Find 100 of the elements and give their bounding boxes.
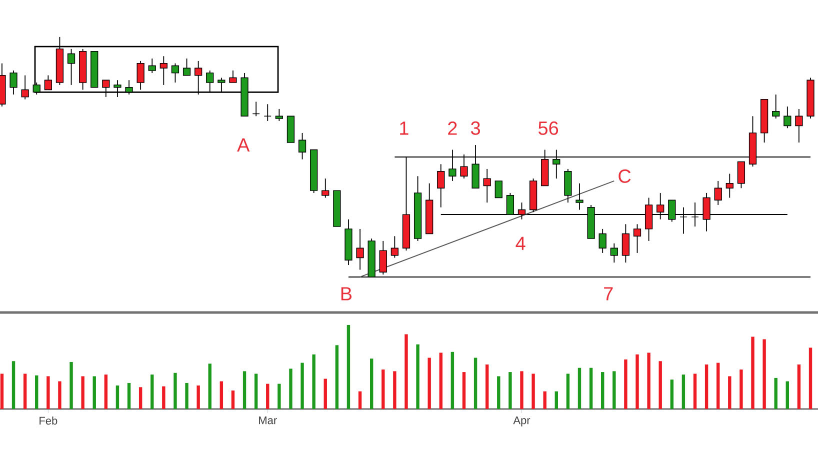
bar	[358, 391, 362, 409]
bar	[46, 376, 50, 409]
candlestick	[21, 74, 29, 100]
bar	[624, 359, 628, 409]
candlestick	[795, 108, 803, 144]
bar	[0, 374, 4, 409]
candlestick	[483, 168, 491, 204]
bar	[808, 348, 812, 409]
candlestick	[564, 168, 572, 204]
bar	[797, 364, 801, 409]
bar	[636, 354, 639, 409]
bar	[589, 368, 593, 409]
candlestick	[726, 173, 734, 198]
bar	[450, 352, 454, 409]
bar	[23, 374, 27, 409]
bar	[92, 376, 96, 409]
bar	[346, 325, 350, 409]
bar	[324, 378, 327, 409]
bar	[751, 336, 754, 409]
bar	[728, 376, 732, 409]
bar	[127, 382, 131, 409]
bar	[762, 339, 766, 409]
bar	[242, 371, 246, 409]
candlestick	[379, 240, 387, 276]
candlestick	[67, 48, 76, 86]
bar	[150, 374, 154, 409]
candlestick	[437, 164, 445, 208]
bar	[508, 372, 512, 409]
candlestick	[622, 224, 630, 264]
bar	[566, 374, 570, 409]
candlestick	[160, 56, 168, 86]
bar	[35, 375, 38, 409]
candlestick	[737, 161, 746, 189]
candlestick	[275, 108, 283, 122]
bar	[600, 372, 604, 409]
bar	[254, 374, 258, 409]
candlestick	[494, 180, 502, 198]
bar	[116, 385, 120, 409]
bar	[578, 368, 582, 409]
bar	[266, 384, 270, 409]
bar	[231, 390, 235, 409]
bar	[462, 372, 466, 409]
x-tick-label: Feb	[40, 416, 58, 425]
candlestick	[298, 132, 306, 160]
bar	[439, 352, 442, 409]
bar	[554, 391, 558, 409]
annotation: 56	[538, 121, 558, 135]
bar	[289, 368, 292, 409]
bar	[693, 374, 697, 409]
bar	[474, 358, 478, 409]
bar	[104, 374, 108, 409]
bar	[704, 364, 708, 409]
candlestick	[44, 74, 52, 90]
bar	[716, 362, 720, 409]
annotation: A	[237, 138, 250, 152]
candlestick	[576, 182, 584, 210]
bar	[382, 370, 385, 409]
bar	[312, 354, 316, 409]
candlestick	[610, 242, 618, 264]
bar	[174, 372, 177, 409]
bar	[774, 378, 778, 409]
candlestick	[182, 58, 191, 76]
bar	[393, 371, 396, 409]
bar	[138, 387, 142, 409]
candlestick	[772, 94, 780, 120]
bar	[196, 385, 200, 409]
bar	[335, 345, 339, 409]
bar	[658, 361, 662, 409]
bar	[12, 361, 16, 409]
x-tick-label: Apr	[513, 416, 530, 426]
candlestick	[356, 228, 364, 270]
bar	[208, 364, 212, 409]
x-tick-label: Mar	[259, 416, 277, 424]
bar	[497, 376, 500, 409]
candlestick	[264, 104, 272, 122]
candlestick	[322, 178, 330, 198]
bar	[81, 376, 84, 409]
bar	[416, 344, 420, 409]
bar	[428, 358, 431, 409]
bar	[300, 362, 304, 409]
bar	[682, 374, 686, 409]
bar	[58, 381, 62, 409]
bar	[520, 371, 524, 409]
bar	[740, 370, 743, 409]
bar	[278, 384, 281, 409]
bar	[404, 334, 408, 409]
bar	[786, 381, 790, 409]
bar	[220, 381, 224, 409]
annotation: 2	[448, 122, 457, 135]
bar	[370, 358, 374, 409]
candlestick	[136, 60, 144, 90]
bar	[670, 380, 674, 409]
text: B	[341, 287, 352, 300]
bar	[647, 352, 650, 409]
annotation: C	[618, 169, 631, 183]
candlestick	[252, 101, 260, 117]
candlestick	[229, 70, 237, 84]
annotation: 3	[470, 121, 480, 135]
bar	[532, 374, 535, 409]
bar	[543, 391, 546, 409]
